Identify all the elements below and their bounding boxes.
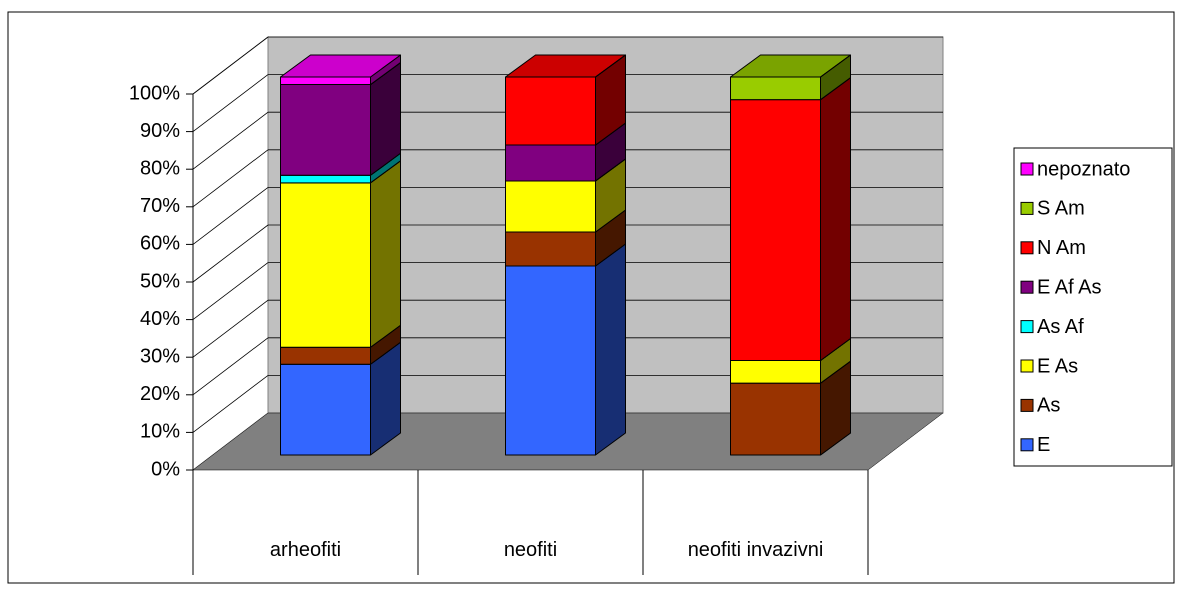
y-tick-label: 80% (140, 157, 180, 179)
bar-segment (280, 346, 371, 365)
bar-segment-side (595, 243, 626, 456)
grid-line (192, 187, 269, 245)
legend-swatch (1020, 162, 1034, 176)
legend-swatch (1020, 438, 1034, 452)
legend-label: nepoznato (1037, 158, 1130, 180)
legend-label: N Am (1037, 237, 1086, 259)
grid-line (192, 224, 269, 283)
bar-segment-side (820, 54, 851, 78)
legend-swatch (1020, 359, 1034, 373)
legend-label: S Am (1037, 198, 1085, 220)
legend-swatch (1020, 398, 1034, 412)
legend-label: E Af As (1037, 276, 1101, 298)
grid-line (192, 74, 269, 132)
y-tick-label: 40% (140, 308, 180, 330)
bar-segment-top (280, 54, 401, 78)
x-tick-label: neofiti invazivni (687, 539, 824, 561)
legend-label: E As (1037, 355, 1078, 377)
grid-line (192, 111, 269, 170)
legend-swatch (1020, 280, 1034, 294)
x-tick-label: neofiti (503, 539, 558, 561)
legend-label: As (1037, 395, 1060, 417)
grid-line (192, 299, 269, 358)
bar-segment (280, 84, 371, 176)
bar-segment (505, 144, 596, 182)
grid-line (192, 337, 269, 396)
bar-segment (505, 265, 596, 456)
bar-segment-side (370, 160, 401, 348)
bar-segment (505, 76, 596, 146)
y-tick-label: 10% (140, 421, 180, 443)
legend-label: E (1037, 434, 1050, 456)
bar-segment (730, 360, 821, 384)
bar-segment (505, 231, 596, 267)
bar-segment (280, 363, 371, 456)
bar-segment-side (595, 54, 626, 78)
grid-line (192, 375, 269, 433)
bar-segment (280, 182, 371, 348)
grid-line (192, 262, 269, 320)
x-tick-label: arheofiti (269, 539, 342, 561)
legend-swatch (1020, 241, 1034, 255)
legend-box (1013, 147, 1173, 467)
y-tick-label: 20% (140, 383, 180, 405)
grid-line (192, 149, 269, 208)
legend-swatch (1020, 201, 1034, 215)
bar-segment (505, 180, 596, 233)
bar-segment (730, 76, 821, 101)
y-tick-label: 60% (140, 233, 180, 255)
y-tick-label: 90% (140, 120, 180, 142)
y-tick-label: 30% (140, 345, 180, 367)
grid-line (192, 36, 269, 95)
legend-label: As Af (1037, 316, 1084, 338)
bar-segment (280, 174, 371, 184)
bar-segment (730, 382, 821, 456)
y-tick-label: 0% (151, 458, 180, 480)
y-tick-label: 70% (140, 195, 180, 217)
legend-swatch (1020, 320, 1034, 334)
bar-segment (730, 99, 821, 362)
bar-segment-side (820, 77, 851, 361)
bar-segment (280, 76, 371, 86)
y-tick-label: 50% (140, 270, 180, 292)
y-tick-label: 100% (129, 82, 180, 104)
